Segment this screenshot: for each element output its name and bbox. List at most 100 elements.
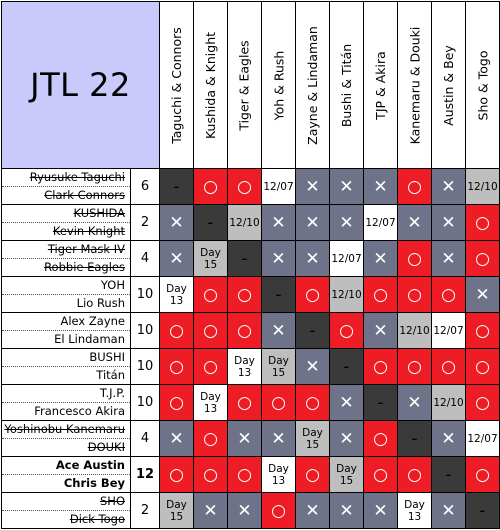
match-cell: ✕: [364, 313, 398, 349]
name-divider: [2, 222, 130, 223]
loss-mark: ✕: [373, 500, 388, 521]
wrestler-name: KUSHIDA: [73, 206, 125, 220]
loss-mark: ✕: [407, 212, 422, 233]
loss-mark: ✕: [169, 212, 184, 233]
column-header: Zayne & Lindaman: [296, 1, 330, 169]
win-mark: ○: [203, 320, 218, 341]
match-cell: ✕: [364, 169, 398, 205]
column-header: Bushi & Titán: [330, 1, 364, 169]
self-mark: -: [411, 428, 418, 449]
points-cell: 4: [131, 421, 160, 457]
match-cell: -: [262, 277, 296, 313]
match-cell: ✕: [160, 205, 194, 241]
match-cell: ✕: [364, 493, 398, 529]
scheduled-date: 12/07: [263, 180, 294, 193]
column-header: Yoh & Rush: [262, 1, 296, 169]
match-cell: ○: [296, 457, 330, 493]
loss-mark: ✕: [305, 176, 320, 197]
match-cell: Day 15: [296, 421, 330, 457]
self-mark: -: [309, 320, 316, 341]
team-names-cell: Tiger Mask IV Robbie Eagles: [1, 241, 131, 277]
column-header: Kushida & Knight: [194, 1, 228, 169]
wrestler-name: Yoshinobu Kanemaru: [4, 422, 125, 436]
match-cell: ✕: [398, 385, 432, 421]
loss-mark: ✕: [305, 248, 320, 269]
self-mark: -: [207, 212, 214, 233]
wrestler-name: Titán: [96, 368, 125, 382]
scheduled-date: Day 15: [200, 246, 221, 271]
match-cell: ○: [364, 421, 398, 457]
loss-mark: ✕: [271, 248, 286, 269]
match-cell: -: [194, 205, 228, 241]
match-cell: ○: [398, 169, 432, 205]
points-cell: 4: [131, 241, 160, 277]
team-names-cell: Yoshinobu Kanemaru DOUKI: [1, 421, 131, 457]
wrestler-name: El Lindaman: [54, 332, 125, 346]
scheduled-date: 12/10: [229, 216, 260, 229]
win-mark: ○: [475, 464, 490, 485]
loss-mark: ✕: [339, 212, 354, 233]
match-cell: ○: [160, 349, 194, 385]
wrestler-name: Alex Zayne: [60, 314, 126, 328]
scheduled-date: 12/07: [433, 324, 464, 337]
loss-mark: ✕: [271, 428, 286, 449]
match-cell: ○: [398, 457, 432, 493]
self-mark: -: [479, 500, 486, 521]
loss-mark: ✕: [339, 500, 354, 521]
match-cell: ○: [228, 457, 262, 493]
win-mark: ○: [169, 356, 184, 377]
points-cell: 12: [131, 457, 160, 493]
points-cell: 2: [131, 205, 160, 241]
team-names-cell: Alex Zayne El Lindaman: [1, 313, 131, 349]
wrestler-name: Ryusuke Taguchi: [29, 170, 125, 184]
win-mark: ○: [203, 356, 218, 377]
points-cell: 10: [131, 349, 160, 385]
loss-mark: ✕: [373, 248, 388, 269]
win-mark: ○: [475, 356, 490, 377]
team-names-cell: Ace Austin Chris Bey: [1, 457, 131, 493]
name-divider: [2, 330, 130, 331]
wrestler-name: Dick Togo: [69, 512, 125, 526]
match-cell: ○: [432, 277, 466, 313]
scheduled-date: 12/07: [331, 252, 362, 265]
loss-mark: ✕: [407, 392, 422, 413]
match-cell: Day 13: [398, 493, 432, 529]
match-cell: 12/10: [330, 277, 364, 313]
match-cell: ○: [228, 277, 262, 313]
win-mark: ○: [407, 284, 422, 305]
name-divider: [2, 258, 130, 259]
loss-mark: ✕: [271, 212, 286, 233]
points-cell: 10: [131, 277, 160, 313]
win-mark: ○: [373, 428, 388, 449]
match-cell: ✕: [262, 421, 296, 457]
scheduled-date: Day 15: [302, 426, 323, 451]
match-cell: ✕: [364, 241, 398, 277]
match-cell: ○: [194, 169, 228, 205]
column-header-label: TJP & Akira: [373, 50, 388, 120]
match-cell: ○: [466, 385, 500, 421]
column-header-label: Taguchi & Connors: [169, 26, 185, 144]
match-cell: -: [296, 313, 330, 349]
match-cell: ✕: [432, 205, 466, 241]
wrestler-name: Ace Austin: [55, 458, 125, 472]
match-cell: ✕: [262, 205, 296, 241]
win-mark: ○: [169, 392, 184, 413]
win-mark: ○: [203, 176, 218, 197]
match-cell: ○: [466, 457, 500, 493]
loss-mark: ✕: [441, 212, 456, 233]
win-mark: ○: [373, 356, 388, 377]
scheduled-date: Day 15: [268, 354, 289, 379]
win-mark: ○: [475, 248, 490, 269]
match-cell: Day 15: [262, 349, 296, 385]
match-cell: Day 13: [228, 349, 262, 385]
wrestler-name: Chris Bey: [63, 476, 125, 490]
match-cell: ○: [194, 277, 228, 313]
win-mark: ○: [305, 392, 320, 413]
win-mark: ○: [407, 176, 422, 197]
win-mark: ○: [237, 464, 252, 485]
match-cell: ○: [262, 385, 296, 421]
wrestler-name: Kevin Knight: [52, 224, 125, 238]
match-cell: Day 15: [160, 493, 194, 529]
win-mark: ○: [407, 248, 422, 269]
